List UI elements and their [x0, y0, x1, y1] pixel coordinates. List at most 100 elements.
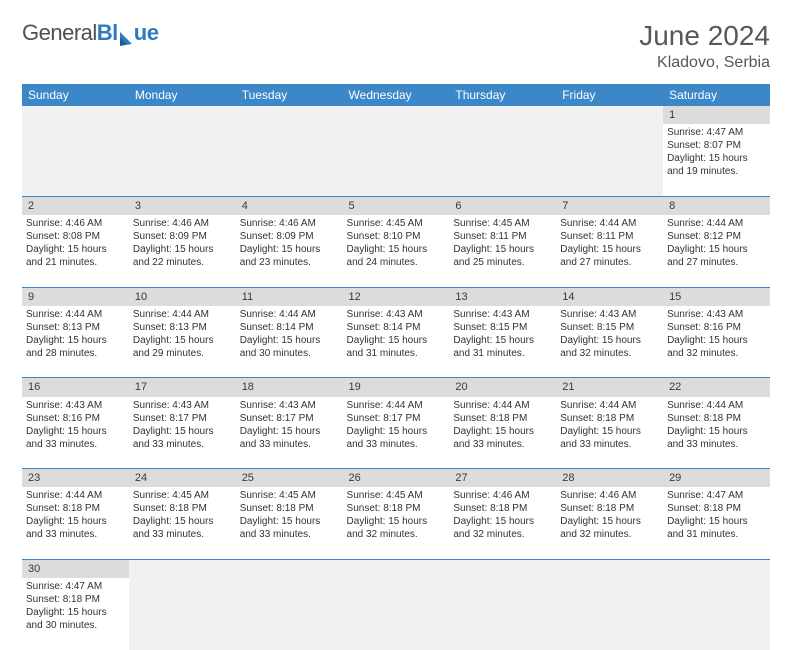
day-line-sr: Sunrise: 4:46 AM [560, 489, 659, 502]
daynum-row: 30 [22, 559, 770, 578]
daynum-row: 1 [22, 106, 770, 124]
day-cell [129, 578, 236, 650]
day-line-d2: and 31 minutes. [453, 347, 552, 360]
day-cell: Sunrise: 4:45 AMSunset: 8:18 PMDaylight:… [129, 487, 236, 559]
day-cell: Sunrise: 4:43 AMSunset: 8:15 PMDaylight:… [556, 306, 663, 378]
day-line-d2: and 33 minutes. [560, 438, 659, 451]
content-row: Sunrise: 4:44 AMSunset: 8:13 PMDaylight:… [22, 306, 770, 378]
day-cell: Sunrise: 4:44 AMSunset: 8:18 PMDaylight:… [556, 397, 663, 469]
weekday-header: Tuesday [236, 84, 343, 106]
day-line-d1: Daylight: 15 hours [667, 515, 766, 528]
day-line-d2: and 33 minutes. [347, 438, 446, 451]
day-cell: Sunrise: 4:45 AMSunset: 8:18 PMDaylight:… [343, 487, 450, 559]
day-line-d2: and 30 minutes. [240, 347, 339, 360]
day-number-cell [129, 106, 236, 124]
day-number-cell: 23 [22, 469, 129, 488]
day-cell [449, 124, 556, 196]
day-number-cell: 14 [556, 287, 663, 306]
day-cell: Sunrise: 4:44 AMSunset: 8:18 PMDaylight:… [22, 487, 129, 559]
calendar-table: Sunday Monday Tuesday Wednesday Thursday… [22, 84, 770, 650]
day-line-sr: Sunrise: 4:44 AM [667, 217, 766, 230]
day-cell [22, 124, 129, 196]
day-number-cell: 26 [343, 469, 450, 488]
day-cell: Sunrise: 4:43 AMSunset: 8:17 PMDaylight:… [236, 397, 343, 469]
day-line-sr: Sunrise: 4:43 AM [240, 399, 339, 412]
content-row: Sunrise: 4:43 AMSunset: 8:16 PMDaylight:… [22, 397, 770, 469]
day-line-sr: Sunrise: 4:44 AM [26, 489, 125, 502]
day-line-sr: Sunrise: 4:46 AM [133, 217, 232, 230]
day-line-d1: Daylight: 15 hours [667, 425, 766, 438]
day-line-ss: Sunset: 8:14 PM [240, 321, 339, 334]
day-line-d2: and 32 minutes. [560, 347, 659, 360]
day-line-d1: Daylight: 15 hours [240, 334, 339, 347]
day-line-ss: Sunset: 8:11 PM [560, 230, 659, 243]
day-line-d1: Daylight: 15 hours [347, 515, 446, 528]
day-line-d1: Daylight: 15 hours [453, 334, 552, 347]
day-line-d1: Daylight: 15 hours [560, 425, 659, 438]
day-line-d2: and 32 minutes. [453, 528, 552, 541]
day-number-cell: 8 [663, 196, 770, 215]
day-number-cell: 11 [236, 287, 343, 306]
day-line-sr: Sunrise: 4:43 AM [667, 308, 766, 321]
day-line-ss: Sunset: 8:18 PM [26, 593, 125, 606]
day-line-sr: Sunrise: 4:44 AM [133, 308, 232, 321]
day-line-ss: Sunset: 8:07 PM [667, 139, 766, 152]
day-line-ss: Sunset: 8:18 PM [560, 502, 659, 515]
day-line-ss: Sunset: 8:09 PM [133, 230, 232, 243]
weekday-header: Saturday [663, 84, 770, 106]
day-number-cell: 25 [236, 469, 343, 488]
day-line-d1: Daylight: 15 hours [560, 334, 659, 347]
day-line-ss: Sunset: 8:18 PM [667, 502, 766, 515]
day-line-d2: and 33 minutes. [26, 438, 125, 451]
day-line-sr: Sunrise: 4:44 AM [560, 217, 659, 230]
day-number-cell: 13 [449, 287, 556, 306]
day-number-cell [449, 106, 556, 124]
day-cell: Sunrise: 4:46 AMSunset: 8:09 PMDaylight:… [236, 215, 343, 287]
day-line-d2: and 21 minutes. [26, 256, 125, 269]
day-number-cell [663, 559, 770, 578]
content-row: Sunrise: 4:47 AMSunset: 8:18 PMDaylight:… [22, 578, 770, 650]
day-cell: Sunrise: 4:44 AMSunset: 8:11 PMDaylight:… [556, 215, 663, 287]
day-line-sr: Sunrise: 4:47 AM [26, 580, 125, 593]
day-line-ss: Sunset: 8:17 PM [133, 412, 232, 425]
day-line-d2: and 23 minutes. [240, 256, 339, 269]
day-number-cell: 21 [556, 378, 663, 397]
day-number-cell [236, 559, 343, 578]
day-line-sr: Sunrise: 4:43 AM [347, 308, 446, 321]
logo-text-bl: Bl [97, 20, 118, 46]
day-line-d1: Daylight: 15 hours [26, 515, 125, 528]
day-line-d1: Daylight: 15 hours [453, 243, 552, 256]
daynum-row: 2345678 [22, 196, 770, 215]
logo-text-ue: ue [134, 20, 159, 46]
day-number-cell: 28 [556, 469, 663, 488]
day-cell: Sunrise: 4:44 AMSunset: 8:18 PMDaylight:… [663, 397, 770, 469]
day-line-d2: and 32 minutes. [347, 528, 446, 541]
day-cell: Sunrise: 4:44 AMSunset: 8:14 PMDaylight:… [236, 306, 343, 378]
day-line-ss: Sunset: 8:15 PM [560, 321, 659, 334]
day-line-d2: and 27 minutes. [560, 256, 659, 269]
day-line-d1: Daylight: 15 hours [133, 425, 232, 438]
day-line-ss: Sunset: 8:17 PM [240, 412, 339, 425]
day-number-cell: 10 [129, 287, 236, 306]
day-cell: Sunrise: 4:45 AMSunset: 8:10 PMDaylight:… [343, 215, 450, 287]
day-number-cell: 2 [22, 196, 129, 215]
day-number-cell: 29 [663, 469, 770, 488]
day-cell: Sunrise: 4:43 AMSunset: 8:17 PMDaylight:… [129, 397, 236, 469]
day-line-ss: Sunset: 8:12 PM [667, 230, 766, 243]
day-line-sr: Sunrise: 4:45 AM [133, 489, 232, 502]
daynum-row: 16171819202122 [22, 378, 770, 397]
day-number-cell: 9 [22, 287, 129, 306]
day-line-ss: Sunset: 8:14 PM [347, 321, 446, 334]
day-line-ss: Sunset: 8:11 PM [453, 230, 552, 243]
weekday-header: Wednesday [343, 84, 450, 106]
day-cell: Sunrise: 4:43 AMSunset: 8:14 PMDaylight:… [343, 306, 450, 378]
day-line-sr: Sunrise: 4:44 AM [26, 308, 125, 321]
day-cell: Sunrise: 4:47 AMSunset: 8:07 PMDaylight:… [663, 124, 770, 196]
day-line-ss: Sunset: 8:10 PM [347, 230, 446, 243]
day-number-cell: 7 [556, 196, 663, 215]
day-line-d2: and 33 minutes. [26, 528, 125, 541]
daynum-row: 23242526272829 [22, 469, 770, 488]
day-line-d2: and 28 minutes. [26, 347, 125, 360]
day-line-ss: Sunset: 8:18 PM [240, 502, 339, 515]
daynum-row: 9101112131415 [22, 287, 770, 306]
